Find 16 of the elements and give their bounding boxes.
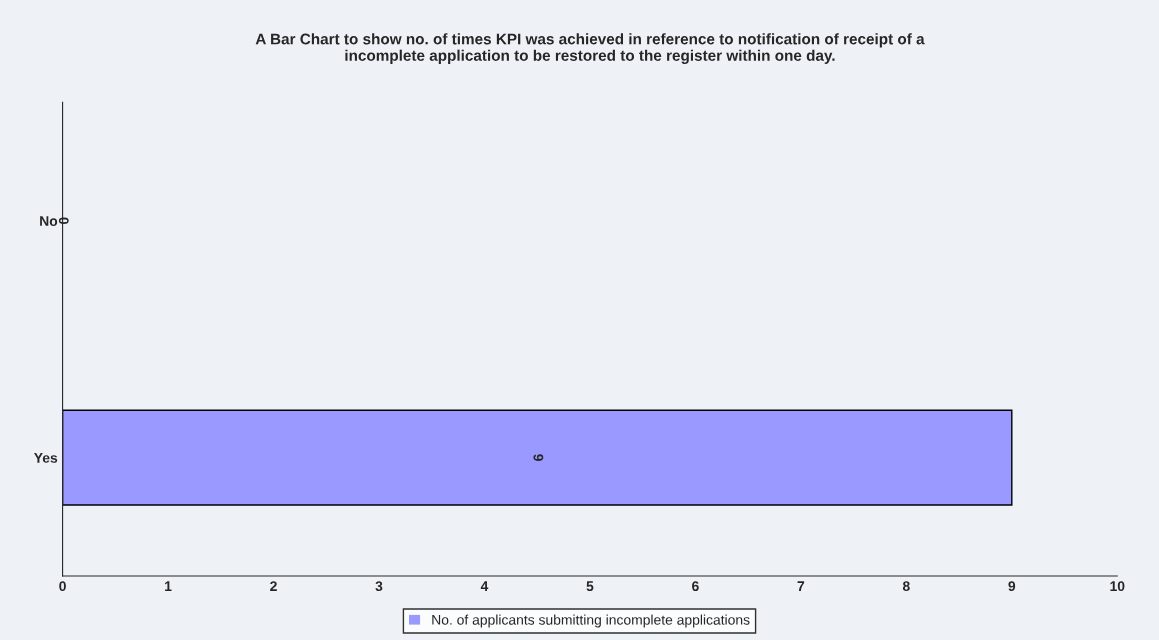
- x-tick-label: 5: [586, 581, 594, 592]
- x-tick-label: 6: [692, 581, 699, 592]
- x-tick-label: 9: [1008, 581, 1016, 592]
- data-label: 9: [533, 454, 544, 461]
- legend-label: No. of applicants submitting incomplete applications: [432, 614, 750, 628]
- x-tick-label: 10: [1110, 581, 1125, 592]
- x-tick-label: 8: [902, 581, 910, 592]
- x-tick-label: 2: [270, 581, 277, 591]
- x-tick-label: 4: [480, 581, 489, 591]
- y-tick-label: No: [40, 216, 58, 226]
- y-tick-label: Yes: [34, 453, 58, 463]
- x-tick-label: 0: [59, 581, 66, 592]
- x-tick-label: 7: [797, 581, 805, 591]
- x-tick-label: 3: [375, 581, 383, 592]
- x-tick-label: 1: [165, 581, 172, 591]
- chart-title: A Bar Chart to show no. of times KPI was achieved in reference to notification of receipt of a incomplete application to be restored to the register within one day.: [255, 33, 925, 64]
